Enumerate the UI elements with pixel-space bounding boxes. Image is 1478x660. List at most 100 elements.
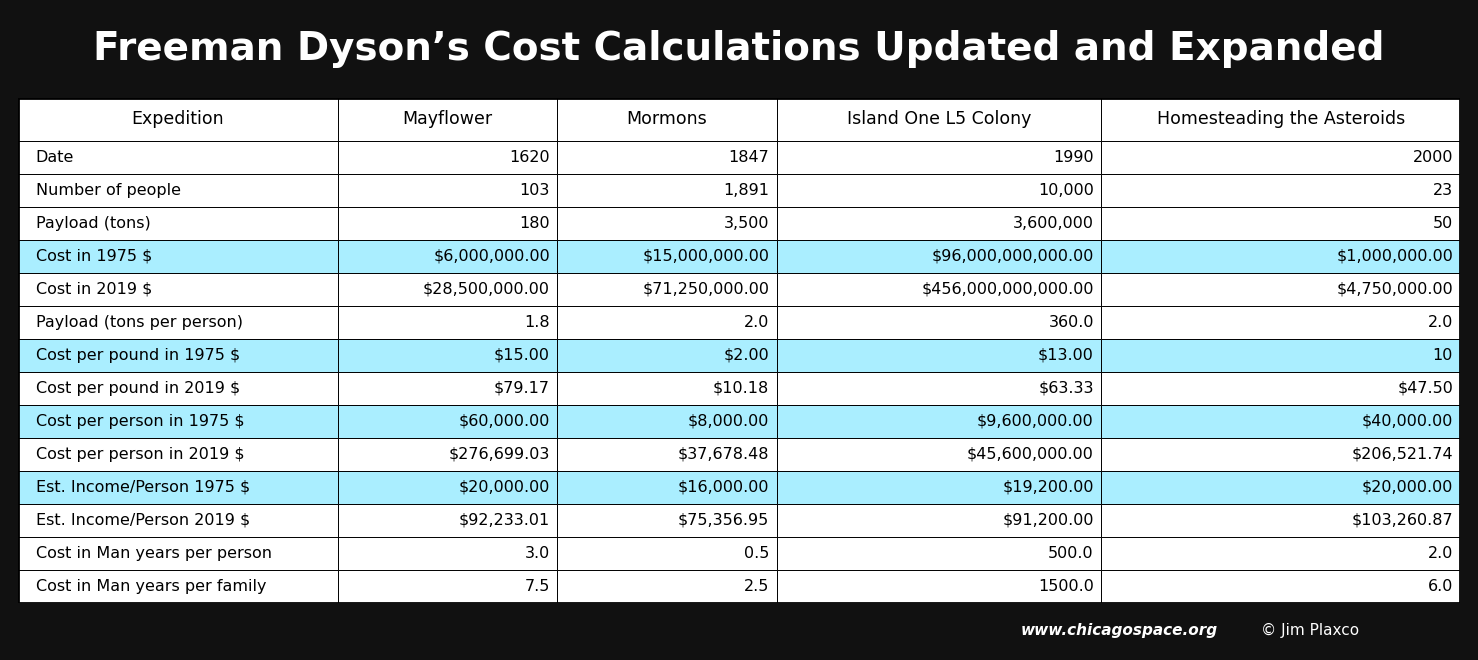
Text: 1500.0: 1500.0 [1038,579,1094,593]
Text: Cost in Man years per person: Cost in Man years per person [35,546,272,560]
Text: $60,000.00: $60,000.00 [458,414,550,428]
Bar [1101,471,1460,504]
Bar [338,240,557,273]
Bar [776,306,1101,339]
Bar [338,372,557,405]
Text: 3,600,000: 3,600,000 [1012,216,1094,230]
Text: 3,500: 3,500 [724,216,769,230]
Text: $456,000,000,000.00: $456,000,000,000.00 [921,282,1094,296]
Bar [338,174,557,207]
Bar [776,174,1101,207]
Text: Est. Income/Person 1975 $: Est. Income/Person 1975 $ [35,480,250,494]
Bar [557,405,776,438]
Bar [338,537,557,570]
Bar [557,504,776,537]
Text: $206,521.74: $206,521.74 [1351,447,1453,461]
Bar [1101,372,1460,405]
Text: Cost per pound in 1975 $: Cost per pound in 1975 $ [35,348,239,362]
Bar [1101,273,1460,306]
Bar [776,240,1101,273]
Bar [18,372,338,405]
Bar [776,570,1101,603]
Bar [1101,537,1460,570]
Bar [18,207,338,240]
Text: $40,000.00: $40,000.00 [1361,414,1453,428]
Text: 0.5: 0.5 [743,546,769,560]
Text: $10.18: $10.18 [712,381,769,395]
Text: 103: 103 [520,183,550,197]
Text: 23: 23 [1434,183,1453,197]
Text: Payload (tons): Payload (tons) [35,216,151,230]
Bar [18,273,338,306]
Text: $276,699.03: $276,699.03 [449,447,550,461]
Bar [1101,504,1460,537]
Text: $96,000,000,000.00: $96,000,000,000.00 [931,249,1094,263]
Text: 1847: 1847 [729,150,769,164]
Bar [557,273,776,306]
Bar [557,306,776,339]
Text: $15.00: $15.00 [494,348,550,362]
Bar [776,504,1101,537]
Text: Payload (tons per person): Payload (tons per person) [35,315,242,329]
Bar [18,537,338,570]
Text: Expedition: Expedition [132,110,225,128]
Text: 2.0: 2.0 [1428,315,1453,329]
Text: 360.0: 360.0 [1048,315,1094,329]
Text: $8,000.00: $8,000.00 [687,414,769,428]
Text: $79.17: $79.17 [494,381,550,395]
Bar [776,372,1101,405]
Text: $103,260.87: $103,260.87 [1351,513,1453,527]
Text: Est. Income/Person 2019 $: Est. Income/Person 2019 $ [35,513,250,527]
Bar [338,306,557,339]
Text: www.chicagospace.org: www.chicagospace.org [1020,622,1218,638]
Bar [557,141,776,174]
Bar [557,339,776,372]
Text: 2.5: 2.5 [743,579,769,593]
Bar [1101,174,1460,207]
Text: 2.0: 2.0 [1428,546,1453,560]
Bar [338,207,557,240]
Text: 2.0: 2.0 [743,315,769,329]
Bar [18,141,338,174]
Text: Cost per pound in 2019 $: Cost per pound in 2019 $ [35,381,239,395]
Text: $37,678.48: $37,678.48 [678,447,769,461]
Bar [18,174,338,207]
Text: Homesteading the Asteroids: Homesteading the Asteroids [1157,110,1404,128]
Text: Freeman Dyson’s Cost Calculations Updated and Expanded: Freeman Dyson’s Cost Calculations Update… [93,30,1385,68]
Text: $6,000,000.00: $6,000,000.00 [433,249,550,263]
Text: Island One L5 Colony: Island One L5 Colony [847,110,1032,128]
Text: 50: 50 [1432,216,1453,230]
Text: 1620: 1620 [510,150,550,164]
Bar [557,570,776,603]
Text: $1,000,000.00: $1,000,000.00 [1336,249,1453,263]
Bar [338,339,557,372]
Bar [1101,306,1460,339]
Bar [18,438,338,471]
Bar [338,405,557,438]
Bar [776,438,1101,471]
Text: $16,000.00: $16,000.00 [678,480,769,494]
Text: Cost in 1975 $: Cost in 1975 $ [35,249,152,263]
Bar [18,339,338,372]
Text: 7.5: 7.5 [525,579,550,593]
Bar [776,471,1101,504]
Text: $20,000.00: $20,000.00 [458,480,550,494]
Bar [1101,98,1460,141]
Text: Mormons: Mormons [627,110,708,128]
Bar [18,471,338,504]
Bar [18,240,338,273]
Text: $19,200.00: $19,200.00 [1002,480,1094,494]
Text: $47.50: $47.50 [1397,381,1453,395]
Text: Date: Date [35,150,74,164]
Text: $13.00: $13.00 [1038,348,1094,362]
Bar [338,471,557,504]
Bar [557,207,776,240]
Bar [776,273,1101,306]
Bar [776,98,1101,141]
Text: 6.0: 6.0 [1428,579,1453,593]
Bar [776,405,1101,438]
Bar [338,98,557,141]
Text: Cost in 2019 $: Cost in 2019 $ [35,282,152,296]
Bar [338,141,557,174]
Text: 2000: 2000 [1413,150,1453,164]
